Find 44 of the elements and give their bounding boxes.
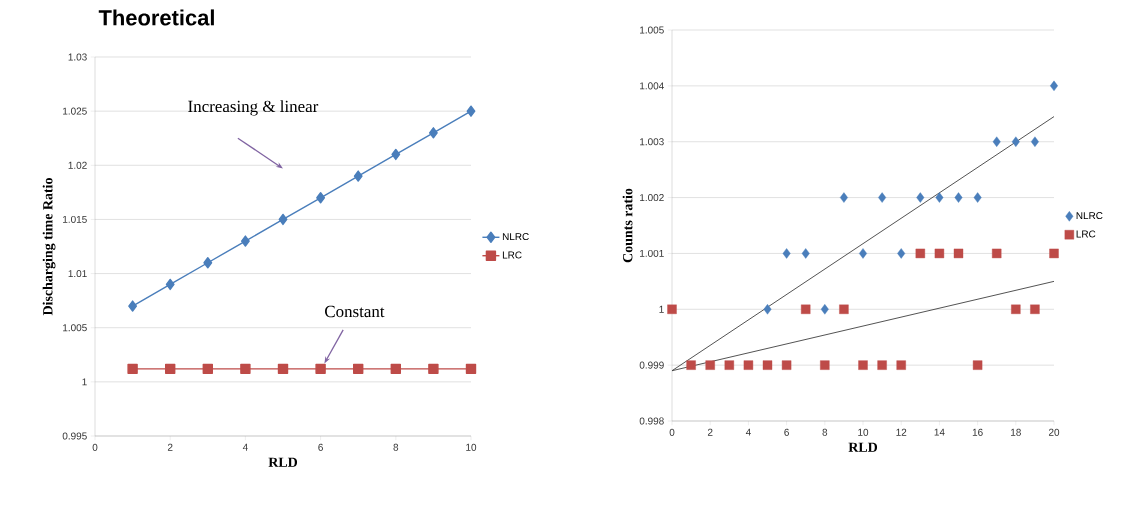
y-tick-label: 0.995 [62, 432, 87, 440]
y-axis-title: Discharging time Ratio [42, 178, 56, 316]
y-tick-label: 1 [82, 378, 87, 386]
annotation: Increasing & linear [188, 100, 319, 116]
y-tick-label: 1.005 [640, 26, 664, 34]
chart-title: Theoretical [98, 9, 214, 26]
x-tick-label: 14 [934, 428, 945, 436]
x-tick-label: 0 [92, 443, 98, 451]
y-tick-label: 1.03 [68, 53, 87, 61]
y-tick-label: 1.004 [640, 82, 664, 90]
y-tick-label: 1.001 [640, 249, 664, 257]
y-tick-label: 1.02 [68, 161, 87, 169]
y-tick-label: 0.999 [639, 361, 664, 369]
x-tick-label: 18 [1011, 428, 1021, 436]
x-tick-label: 2 [167, 443, 173, 451]
x-tick-label: 12 [896, 428, 907, 436]
x-tick-label: 4 [242, 443, 248, 451]
legend-label: NLRC [1076, 212, 1103, 220]
y-tick-label: 1.015 [63, 215, 87, 223]
x-tick-label: 2 [707, 428, 713, 436]
y-tick-label: 1.01 [68, 270, 87, 278]
legend-label: NLRC [502, 233, 529, 241]
x-tick-label: 16 [972, 428, 983, 436]
x-axis-title: RLD [268, 457, 298, 467]
x-tick-label: 6 [318, 443, 323, 451]
x-axis-title: RLD [848, 442, 878, 452]
y-tick-label: 1.025 [63, 107, 87, 115]
y-tick-label: 1 [659, 305, 664, 313]
x-tick-label: 4 [745, 428, 751, 436]
x-tick-label: 8 [822, 428, 828, 436]
x-tick-label: 20 [1048, 428, 1060, 436]
y-tick-label: 1.003 [640, 138, 664, 146]
legend-label: LRC [502, 251, 522, 259]
x-tick-label: 10 [466, 443, 477, 451]
y-tick-label: 0.998 [639, 417, 664, 425]
y-axis-title: Counts ratio [622, 188, 633, 263]
legend-label: LRC [1076, 230, 1096, 238]
x-tick-label: 10 [858, 428, 869, 436]
x-tick-label: 6 [784, 428, 789, 436]
y-tick-label: 1.005 [63, 324, 87, 332]
y-tick-label: 1.002 [640, 194, 664, 202]
x-tick-label: 8 [393, 443, 399, 451]
annotation: Constant [325, 305, 385, 318]
x-tick-label: 0 [669, 428, 675, 436]
